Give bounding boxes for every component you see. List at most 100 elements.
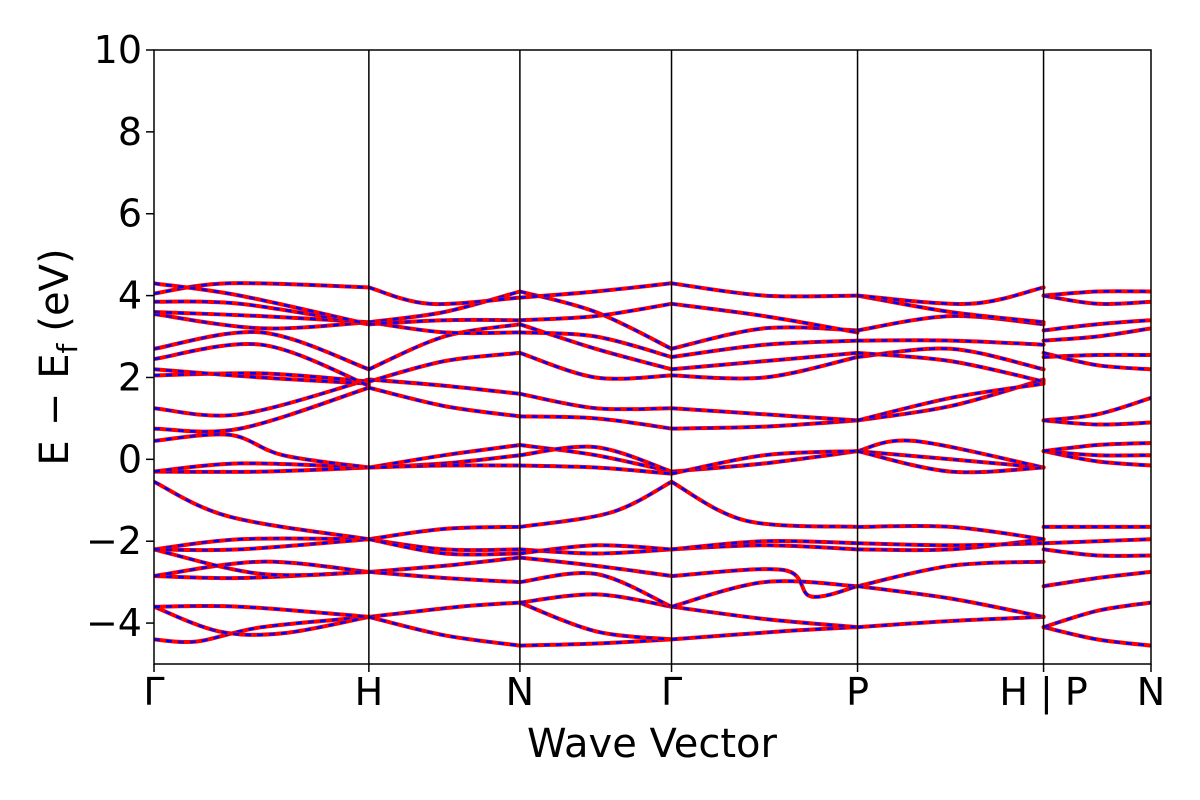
band-line-a (855, 449, 1046, 470)
band-line-b (671, 579, 858, 608)
y-label-e: E (32, 440, 78, 465)
band-line-b (519, 415, 672, 430)
band-line-b (368, 537, 520, 556)
band-line-b (154, 342, 370, 387)
band-line-b (671, 625, 858, 641)
band-line-b (519, 445, 672, 473)
band-line-a (1041, 293, 1151, 307)
y-tick-label: −2 (86, 519, 142, 563)
y-label-sub: f (51, 342, 84, 353)
band-line-b (154, 282, 370, 326)
band-line-b (154, 537, 369, 552)
band-line-b (154, 466, 369, 474)
band-line-b (671, 605, 858, 629)
band-line-a (669, 567, 860, 599)
band-line-b (519, 571, 673, 608)
band-line-b (368, 386, 521, 418)
y-tick-label: 2 (118, 355, 142, 399)
band-line-b (1043, 353, 1151, 359)
band-line-b (519, 302, 672, 322)
band-line-b (154, 480, 370, 541)
band-line-b (519, 282, 672, 299)
band-line-a (855, 559, 1046, 589)
band-line-a (855, 350, 1046, 384)
band-line-b (154, 386, 370, 433)
band-line-a (517, 600, 674, 642)
band-line-b (154, 300, 370, 326)
band-line-b (154, 330, 370, 371)
band-line-b (368, 525, 520, 541)
band-line-a (669, 538, 860, 552)
x-tick-label: H (355, 670, 384, 714)
y-tick-label: 10 (94, 28, 142, 72)
band-line-a (517, 322, 674, 372)
band-line-b (857, 584, 1044, 619)
band-line-a (366, 614, 522, 648)
y-tick-label: 6 (118, 192, 142, 236)
band-line-a (669, 449, 860, 476)
y-label-ef: E (32, 353, 78, 378)
band-line-a (855, 338, 1046, 347)
band-line-b (154, 433, 370, 469)
band-line-a (669, 338, 860, 359)
band-line-b (368, 601, 520, 619)
band-line-b (1043, 289, 1151, 297)
x-tick-label: H | P (999, 670, 1087, 715)
band-line-b (154, 310, 369, 324)
band-line-b (154, 548, 369, 577)
band-line-b (1043, 294, 1151, 306)
band-line-a (669, 406, 860, 423)
band-line-b (1043, 548, 1151, 558)
band-line-b (519, 480, 673, 529)
band-line-b (1043, 570, 1151, 588)
x-axis-ticks: Γ H N Γ P H | P N (143, 664, 1165, 715)
band-line-b (1043, 419, 1151, 426)
x-tick-label: N (506, 670, 534, 714)
band-line-b (154, 378, 370, 417)
band-line-a (669, 355, 860, 381)
band-line-b (154, 312, 369, 330)
band-line-a (855, 584, 1046, 619)
band-line-b (154, 368, 369, 385)
band-line-b (154, 371, 369, 383)
band-line-a (366, 600, 522, 619)
band-line-a (669, 604, 860, 630)
band-line-b (154, 462, 369, 473)
x-tick-label: Γ (143, 670, 164, 714)
band-line-a (669, 479, 860, 529)
y-label-unit: (eV) (32, 248, 78, 331)
band-line-a (1041, 600, 1151, 630)
band-line-b (857, 351, 1044, 383)
high-symmetry-lines (368, 50, 1045, 664)
band-line-a (669, 350, 860, 372)
bands-layer (154, 281, 1151, 648)
x-axis-label: Wave Vector (527, 721, 778, 767)
band-line-b (1043, 537, 1151, 545)
band-line-b (368, 351, 521, 383)
band-line-b (154, 537, 369, 551)
band-line-b (519, 543, 672, 555)
band-line-b (1043, 327, 1151, 342)
plot-frame (153, 49, 1152, 665)
band-line-b (154, 560, 370, 578)
band-line-b (368, 443, 521, 469)
band-line-a (517, 350, 674, 381)
band-line-a (855, 346, 1046, 372)
band-line-b (519, 443, 672, 473)
band-line-a (154, 479, 371, 542)
band-line-b (519, 331, 672, 359)
band-line-b (519, 638, 672, 647)
band-line-b (1043, 396, 1151, 422)
band-line-b (670, 480, 858, 529)
band-line-a (855, 381, 1046, 423)
band-line-b (1043, 625, 1151, 647)
band-line-b (368, 615, 521, 647)
band-line-b (857, 382, 1044, 422)
band-line-b (1043, 441, 1151, 453)
band-line-a (855, 614, 1046, 630)
band-line-a (1041, 395, 1151, 423)
band-line-a (1041, 318, 1151, 333)
band-line-a (855, 523, 1046, 542)
y-label-minus: − (32, 393, 78, 427)
